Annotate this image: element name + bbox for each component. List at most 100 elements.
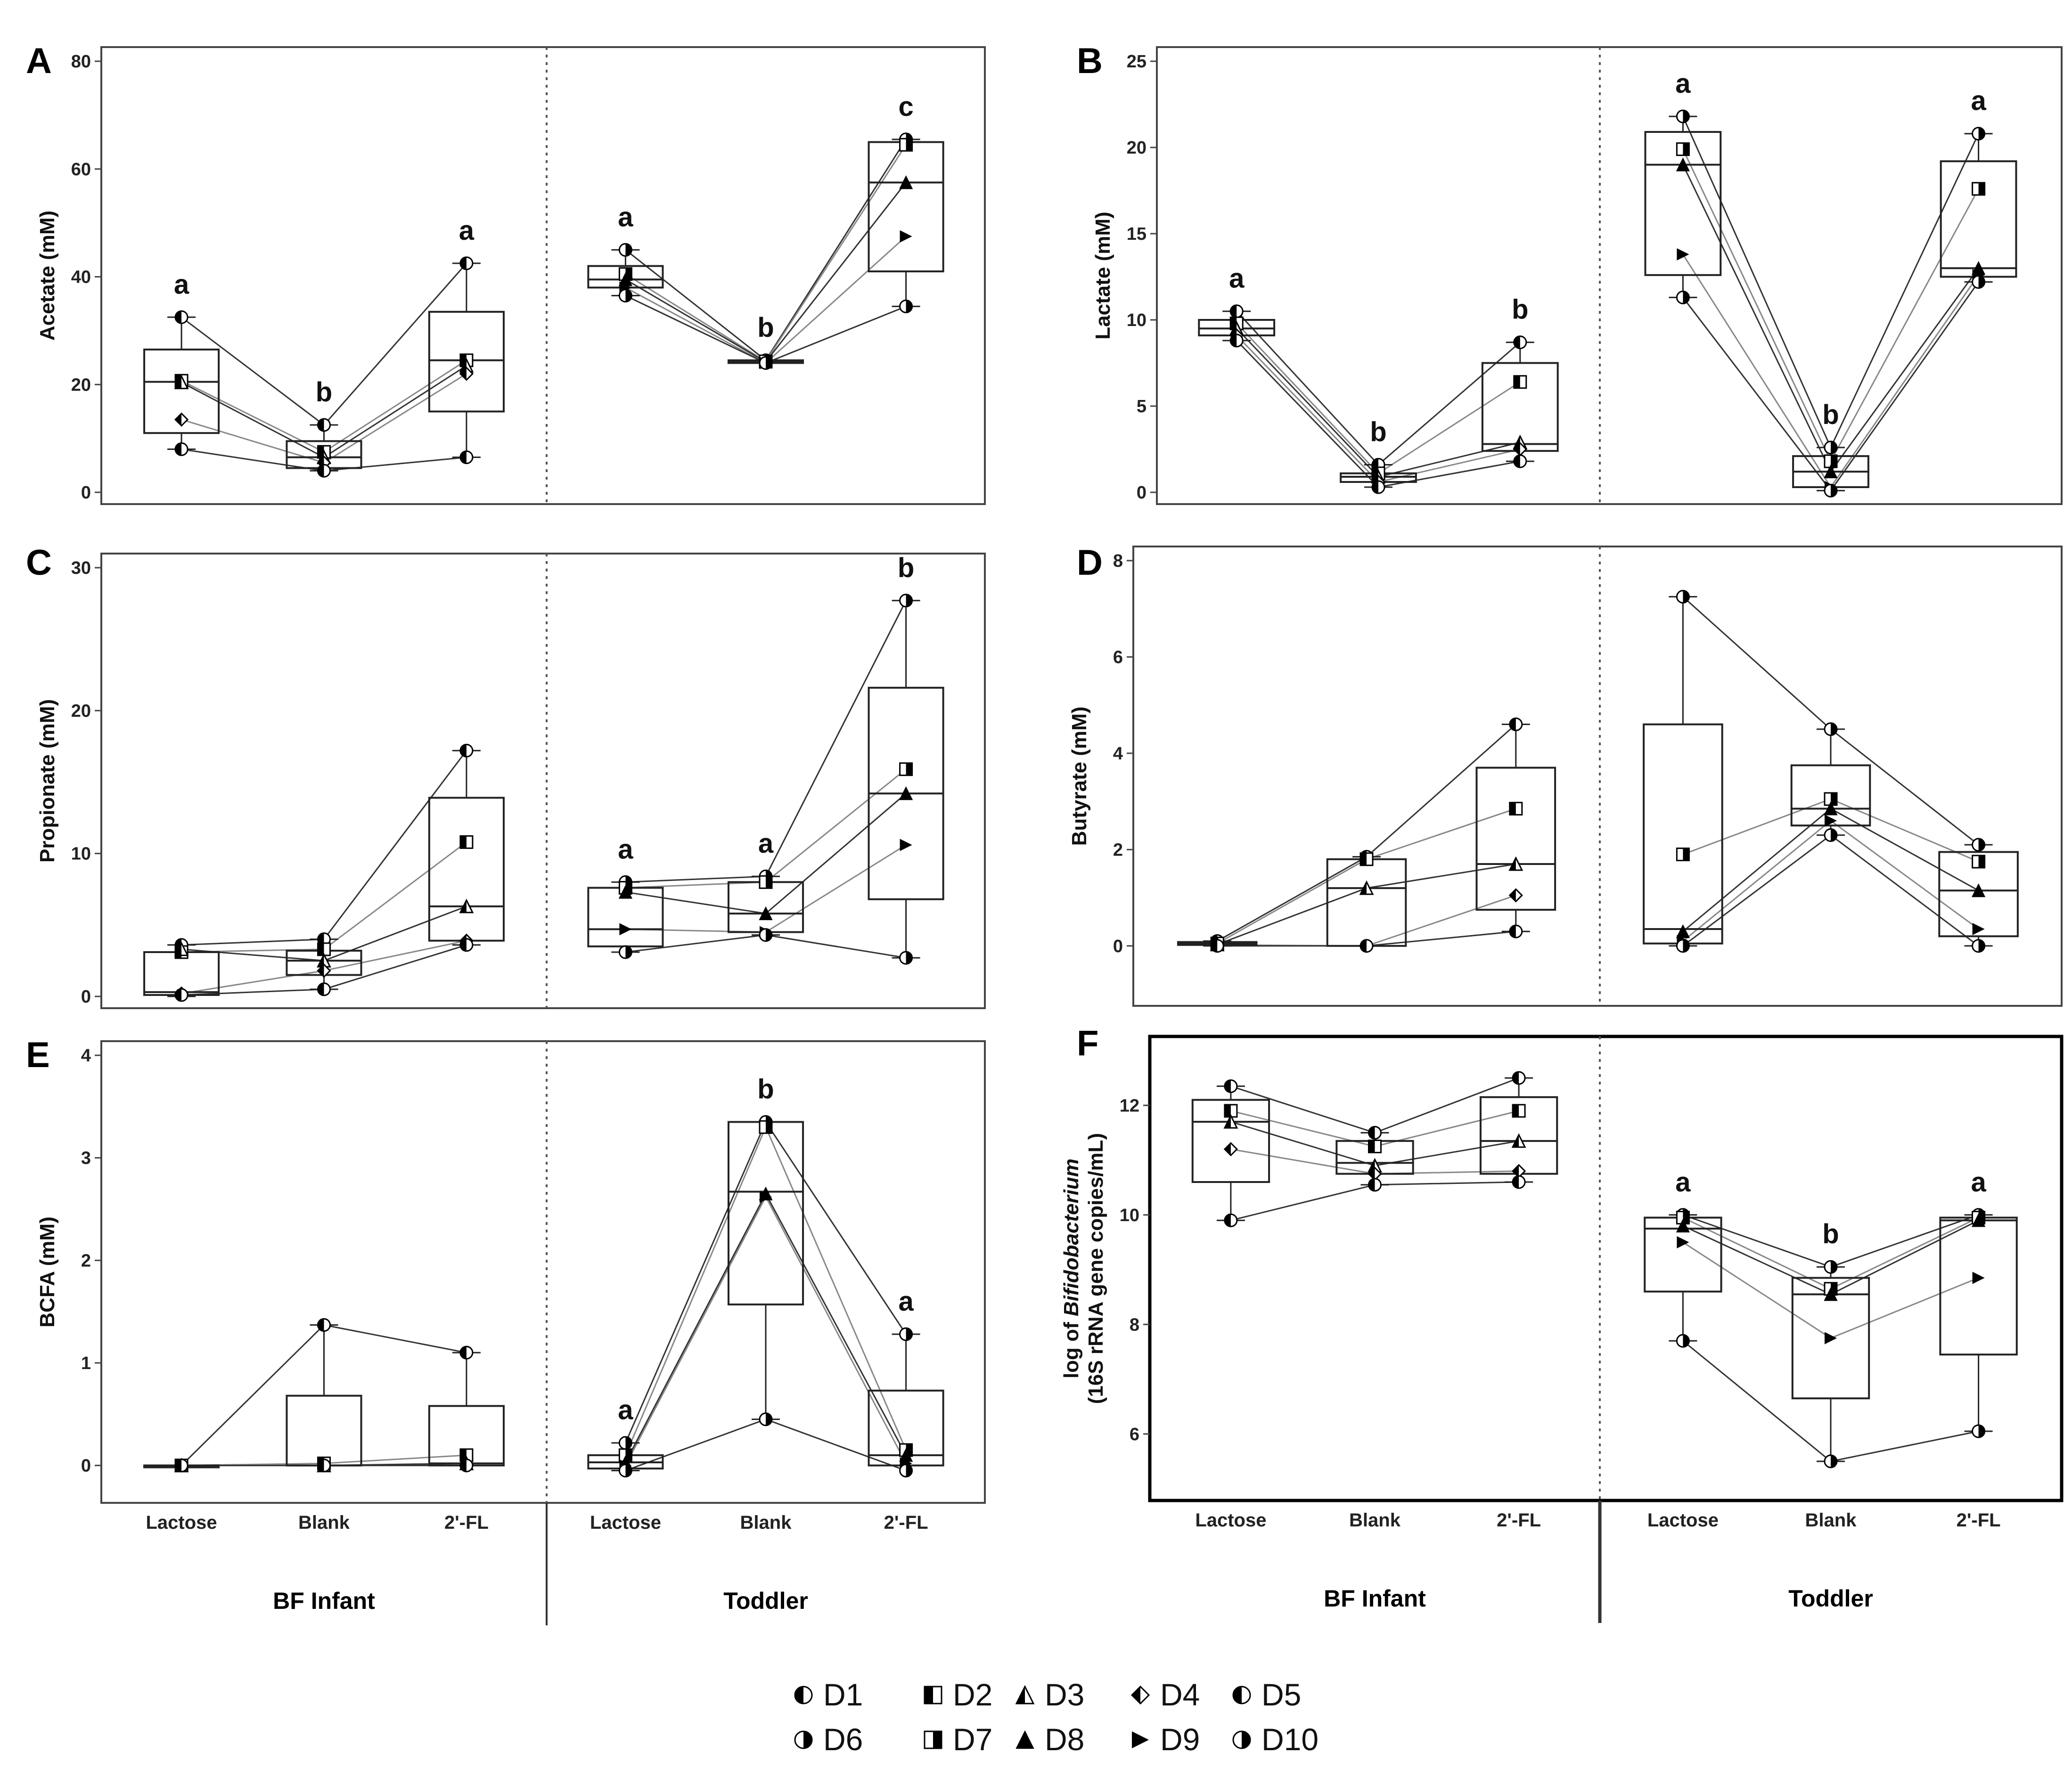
x-category-label: Blank xyxy=(1805,1510,1857,1531)
data-point xyxy=(1509,718,1523,732)
significance-letter: a xyxy=(174,269,189,300)
significance-letter: b xyxy=(757,312,774,343)
data-point xyxy=(1676,157,1690,171)
data-point xyxy=(1972,838,1986,852)
data-point xyxy=(1825,815,1837,827)
y-tick-label: 0 xyxy=(81,1456,91,1476)
box-2fl: c xyxy=(868,91,944,313)
box-iqr xyxy=(286,1395,362,1467)
box-iqr xyxy=(1940,160,2017,278)
data-point xyxy=(618,243,632,257)
x-category-label: Lactose xyxy=(1647,1510,1719,1531)
data-point xyxy=(1512,1104,1526,1118)
box-lactose xyxy=(143,1458,220,1473)
data-point xyxy=(1972,275,1986,289)
data-point xyxy=(900,839,912,851)
panel-letter: B xyxy=(1077,41,1103,81)
box-iqr xyxy=(428,310,505,413)
box-lactose: a xyxy=(587,202,664,303)
legend-item-d1: D1 xyxy=(794,1677,863,1712)
box-2fl: a xyxy=(1939,1167,2018,1438)
panel-letter: F xyxy=(1077,1023,1098,1063)
data-point xyxy=(1676,290,1690,304)
legend-item-d9: D9 xyxy=(1132,1722,1200,1757)
box-lactose: a xyxy=(1198,263,1276,348)
data-point xyxy=(1371,480,1385,494)
data-point xyxy=(1676,1218,1690,1232)
data-point xyxy=(899,1327,913,1341)
significance-letter: a xyxy=(1675,68,1691,99)
box-lactose xyxy=(1643,590,1723,953)
y-axis-label: Acetate (mM) xyxy=(36,211,59,341)
data-point xyxy=(1972,1272,1985,1284)
data-point xyxy=(459,1346,474,1360)
box-iqr xyxy=(727,1121,804,1305)
data-point xyxy=(1224,1104,1238,1118)
significance-letter: a xyxy=(459,215,475,246)
legend-label: D7 xyxy=(953,1722,992,1757)
data-point xyxy=(1513,454,1527,468)
legend-marker xyxy=(1015,1685,1035,1704)
data-point xyxy=(1972,1424,1986,1438)
data-point xyxy=(1676,142,1690,156)
data-point xyxy=(1676,924,1690,938)
legend-label: D2 xyxy=(953,1677,992,1712)
legend-marker xyxy=(1232,1730,1251,1749)
data-point xyxy=(900,230,912,243)
data-point xyxy=(1223,1142,1238,1157)
plot-frame xyxy=(100,46,986,505)
x-category-label: Blank xyxy=(1349,1510,1401,1531)
box-2fl: b xyxy=(868,553,944,965)
legend-item-d5: D5 xyxy=(1232,1677,1301,1712)
data-point xyxy=(1972,127,1986,141)
box-iqr xyxy=(1791,1277,1870,1400)
data-point xyxy=(1359,939,1374,953)
box-blank xyxy=(286,932,362,996)
x-category-label: 2'-FL xyxy=(1957,1510,2001,1531)
box-blank: a xyxy=(727,828,804,942)
data-point xyxy=(618,1463,632,1477)
legend-label: D4 xyxy=(1160,1677,1200,1712)
legend-marker xyxy=(794,1686,813,1704)
y-tick-label: 3 xyxy=(81,1149,91,1168)
data-point xyxy=(459,367,474,381)
group-toddler: a b a xyxy=(1644,1167,2018,1468)
legend-marker xyxy=(924,1686,942,1704)
panel-b: B 0 5 10 15 20 25 Lactate (mM) a b b a b a xyxy=(1077,41,2063,505)
y-tick-label: 4 xyxy=(81,1046,91,1066)
box-iqr xyxy=(868,141,944,273)
legend-marker xyxy=(1132,1731,1149,1748)
y-tick-label: 10 xyxy=(71,844,91,864)
panel-letter: E xyxy=(26,1035,50,1075)
box-2fl: b xyxy=(1481,294,1559,468)
data-point xyxy=(1824,1454,1838,1468)
box-2fl: a xyxy=(868,1286,944,1477)
data-point xyxy=(1972,939,1986,953)
data-point xyxy=(174,941,189,956)
data-point xyxy=(459,256,474,270)
data-point xyxy=(1971,1213,1986,1227)
data-point xyxy=(459,1448,474,1462)
data-point xyxy=(618,885,633,899)
panel-e: E 0 1 2 3 4 BCFA (mM) a b a Lactose Lactose Blank Bla… xyxy=(26,1035,986,1625)
significance-letter: a xyxy=(618,202,633,232)
y-axis-label: Lactate (mM) xyxy=(1091,212,1114,339)
group-toddler: a b a xyxy=(587,1074,944,1477)
group-toddler xyxy=(1643,590,2019,953)
box-blank xyxy=(1790,722,1871,842)
legend-item-d3: D3 xyxy=(1015,1677,1084,1712)
plot-frame xyxy=(100,553,986,1009)
donor-line xyxy=(1682,116,1979,449)
box-blank: b xyxy=(727,312,804,370)
donor-line xyxy=(1217,808,1516,944)
data-point xyxy=(619,923,632,936)
box-lactose: a xyxy=(1644,68,1722,304)
data-point xyxy=(174,310,188,324)
data-point xyxy=(174,375,189,390)
group-bf-infant xyxy=(1177,718,1556,953)
significance-letter: b xyxy=(757,1074,774,1104)
data-point xyxy=(1229,304,1244,318)
y-tick-label: 4 xyxy=(1113,744,1123,764)
x-category-label: Lactose xyxy=(146,1512,217,1533)
